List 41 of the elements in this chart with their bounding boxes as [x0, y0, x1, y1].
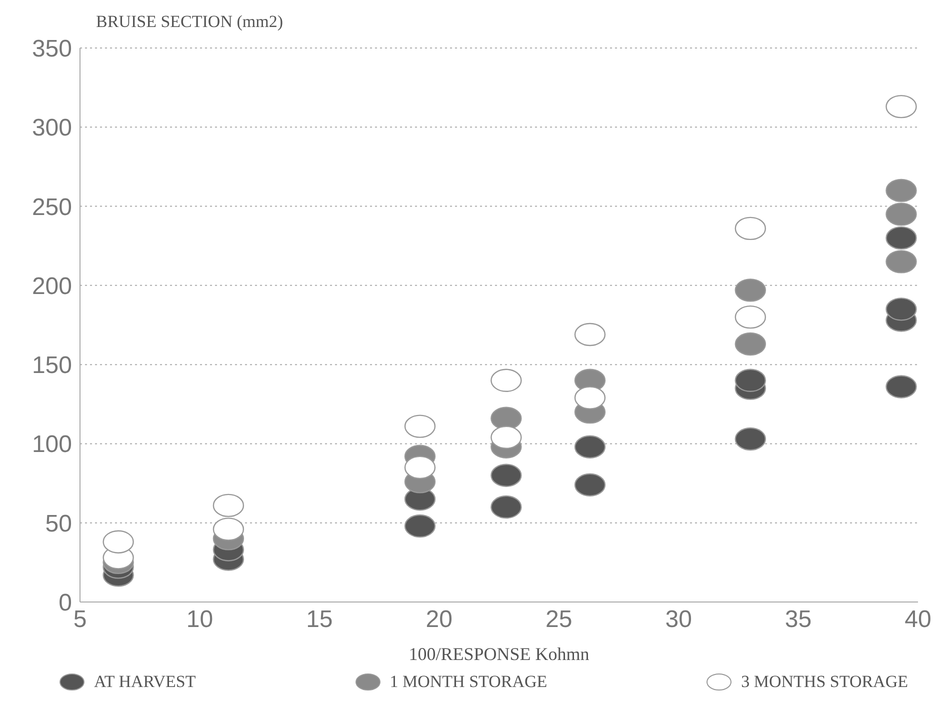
- x-tick-label: 15: [306, 606, 333, 634]
- y-tick-label: 350: [32, 36, 72, 63]
- x-tick-label: 40: [904, 606, 932, 634]
- x-tick-label: 10: [186, 606, 214, 634]
- x-tick-label: 25: [546, 606, 572, 634]
- y-tick-label: 300: [32, 114, 72, 142]
- legend-label: 3 MONTHS STORAGE: [740, 672, 908, 692]
- y-tick-label: 250: [32, 194, 72, 221]
- point: [490, 495, 522, 519]
- point: [734, 427, 766, 451]
- y-tick-label: 0: [58, 590, 72, 617]
- legend-label: 1 MONTH STORAGE: [388, 672, 548, 692]
- y-tick-label: 50: [45, 510, 72, 538]
- point: [574, 435, 606, 458]
- point: [404, 456, 436, 480]
- y-tick-label: 150: [32, 352, 72, 380]
- point: [886, 202, 917, 226]
- legend-label: AT HARVEST: [93, 672, 196, 692]
- y-axis-title: BRUISE SECTION (mm2): [96, 12, 283, 32]
- point: [886, 178, 917, 202]
- point: [490, 426, 522, 449]
- point: [886, 375, 917, 398]
- point: [886, 226, 917, 250]
- point: [212, 518, 244, 541]
- x-tick-label: 20: [426, 606, 452, 634]
- point: [734, 368, 766, 392]
- point: [574, 386, 606, 410]
- point: [886, 250, 917, 274]
- x-axis-title: 100/RESPONSE Kohmn: [408, 644, 590, 664]
- x-tick-label: 30: [665, 606, 692, 634]
- x-tick-label: 35: [784, 606, 812, 634]
- point: [490, 406, 522, 430]
- y-tick-label: 200: [32, 272, 72, 300]
- x-tick-label: 5: [73, 606, 87, 634]
- point: [734, 278, 766, 302]
- point: [886, 298, 917, 321]
- point: [490, 464, 522, 487]
- point: [404, 514, 436, 538]
- y-tick-label: 100: [32, 431, 72, 458]
- point: [574, 473, 606, 496]
- point: [734, 332, 766, 356]
